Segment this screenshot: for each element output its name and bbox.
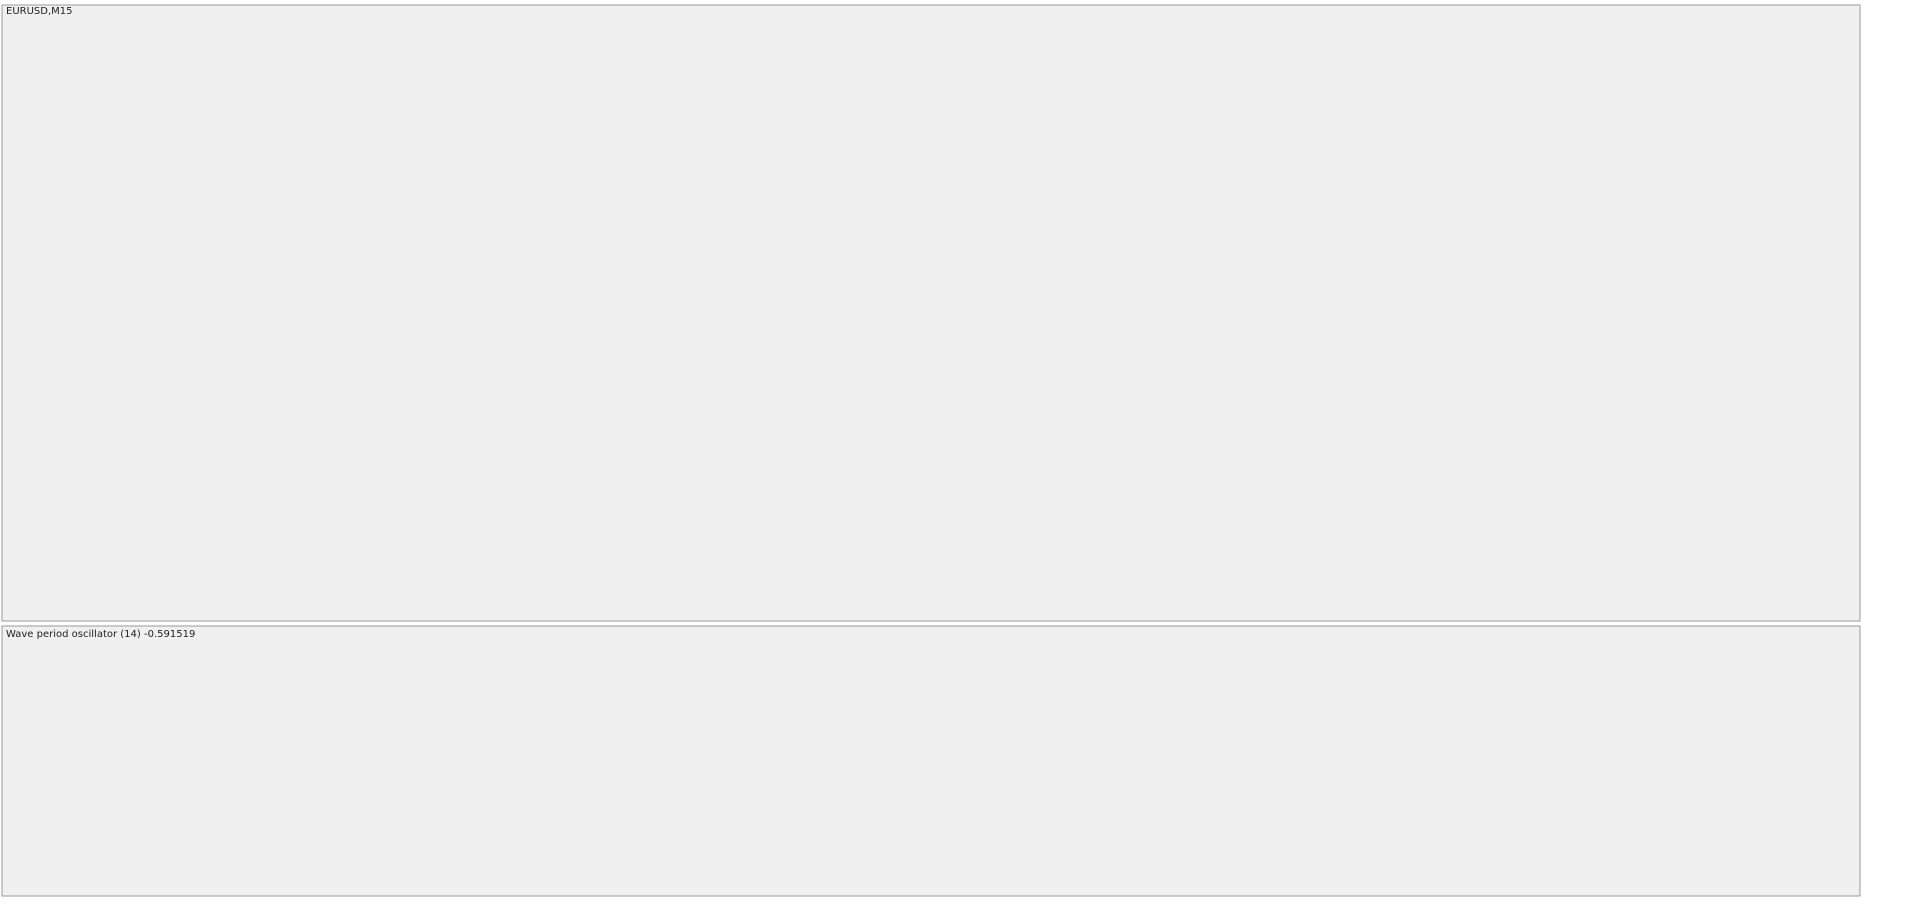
indicator-title: Wave period oscillator (14) -0.591519 xyxy=(6,629,195,640)
price-panel xyxy=(1,4,1861,622)
oscillator-panel xyxy=(1,625,1861,897)
symbol-title: EURUSD,M15 xyxy=(6,6,72,17)
